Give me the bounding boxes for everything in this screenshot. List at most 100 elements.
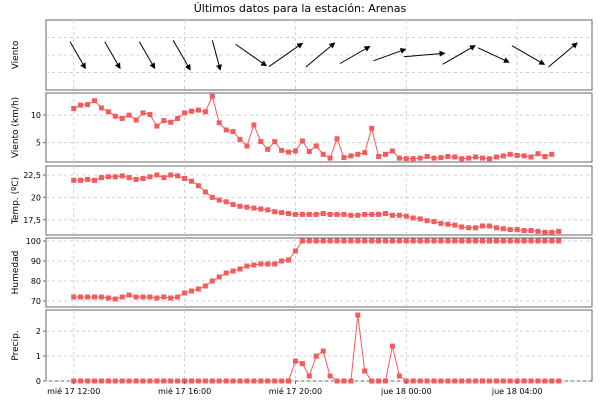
data-point bbox=[459, 224, 465, 230]
data-point bbox=[369, 238, 375, 244]
data-point bbox=[265, 378, 271, 384]
data-point bbox=[507, 378, 513, 384]
wind-arrow bbox=[442, 45, 476, 65]
data-point bbox=[223, 199, 229, 205]
data-point bbox=[327, 211, 333, 217]
data-point bbox=[195, 378, 201, 384]
data-point bbox=[500, 378, 506, 384]
data-point bbox=[299, 361, 305, 367]
x-tick-label: mié 17 20:00 bbox=[269, 386, 322, 396]
data-point bbox=[487, 223, 492, 229]
data-point bbox=[112, 378, 118, 384]
series-line bbox=[73, 94, 552, 160]
data-point bbox=[431, 155, 437, 161]
wind-arrow bbox=[548, 42, 578, 68]
y-tick-label: 1 bbox=[36, 352, 41, 361]
data-point bbox=[396, 238, 402, 244]
data-point bbox=[493, 378, 499, 384]
data-point bbox=[154, 123, 160, 129]
data-point bbox=[556, 378, 562, 384]
data-point bbox=[168, 295, 174, 301]
data-point bbox=[161, 175, 167, 181]
data-point bbox=[424, 238, 430, 244]
data-point bbox=[376, 211, 382, 217]
data-point bbox=[71, 177, 77, 183]
data-point bbox=[500, 238, 506, 244]
data-point bbox=[362, 150, 368, 156]
data-point bbox=[265, 146, 271, 152]
data-point bbox=[521, 378, 527, 384]
chart-panel: Temp. (ºC) 17,5 20 22,5 bbox=[11, 165, 593, 236]
data-point bbox=[71, 294, 77, 300]
data-point bbox=[383, 378, 388, 384]
data-point bbox=[78, 378, 84, 384]
data-point bbox=[202, 283, 208, 289]
data-point bbox=[154, 172, 160, 178]
x-tick-label: jue 18 04:00 bbox=[491, 387, 543, 396]
data-point bbox=[459, 238, 465, 244]
data-point bbox=[424, 378, 430, 384]
data-point bbox=[320, 348, 326, 354]
data-point bbox=[98, 378, 104, 384]
data-point bbox=[507, 151, 513, 157]
data-point bbox=[514, 152, 520, 158]
data-point bbox=[556, 228, 562, 234]
data-point bbox=[71, 106, 77, 111]
data-point bbox=[487, 156, 492, 162]
data-point bbox=[265, 261, 271, 267]
data-point bbox=[327, 373, 333, 379]
data-point bbox=[154, 378, 160, 384]
wind-arrow bbox=[339, 45, 371, 64]
data-point bbox=[189, 108, 194, 114]
data-point bbox=[348, 153, 354, 159]
y-axis-label: Viento bbox=[11, 40, 21, 69]
data-point bbox=[542, 229, 548, 235]
data-point bbox=[133, 176, 139, 182]
data-point bbox=[549, 378, 555, 384]
data-point bbox=[376, 238, 382, 244]
data-point bbox=[237, 203, 243, 209]
data-point bbox=[445, 378, 451, 384]
data-point bbox=[272, 261, 278, 267]
data-point bbox=[216, 274, 222, 280]
plot-frame bbox=[45, 92, 593, 163]
data-point bbox=[507, 238, 513, 244]
data-point bbox=[112, 113, 118, 119]
data-point bbox=[320, 151, 326, 157]
data-point bbox=[244, 143, 250, 149]
data-point bbox=[244, 263, 250, 269]
data-point bbox=[480, 238, 485, 244]
data-point bbox=[389, 212, 395, 218]
data-point bbox=[438, 220, 444, 226]
data-point bbox=[272, 139, 278, 145]
data-point bbox=[216, 197, 222, 203]
data-point bbox=[202, 189, 208, 195]
data-point bbox=[376, 378, 382, 384]
x-tick-label: jue 18 00:00 bbox=[380, 387, 432, 396]
data-point bbox=[98, 105, 104, 111]
wind-arrow bbox=[477, 47, 510, 63]
data-point bbox=[355, 151, 361, 157]
data-point bbox=[431, 238, 437, 244]
data-point bbox=[209, 93, 215, 99]
data-point bbox=[147, 294, 153, 300]
data-point bbox=[161, 294, 167, 300]
data-point bbox=[403, 238, 409, 244]
data-point bbox=[119, 115, 125, 121]
data-point bbox=[410, 378, 416, 384]
y-tick-label: 17,5 bbox=[23, 216, 41, 225]
data-point bbox=[161, 378, 167, 384]
data-point bbox=[265, 207, 271, 213]
data-point bbox=[258, 378, 264, 384]
data-point bbox=[480, 223, 485, 229]
data-point bbox=[286, 378, 291, 384]
data-point bbox=[251, 205, 257, 211]
data-point bbox=[493, 238, 499, 244]
data-point bbox=[452, 154, 458, 160]
data-point bbox=[438, 155, 444, 161]
data-point bbox=[85, 102, 91, 108]
data-point bbox=[556, 238, 562, 244]
data-point bbox=[355, 212, 361, 218]
data-point bbox=[473, 238, 479, 244]
